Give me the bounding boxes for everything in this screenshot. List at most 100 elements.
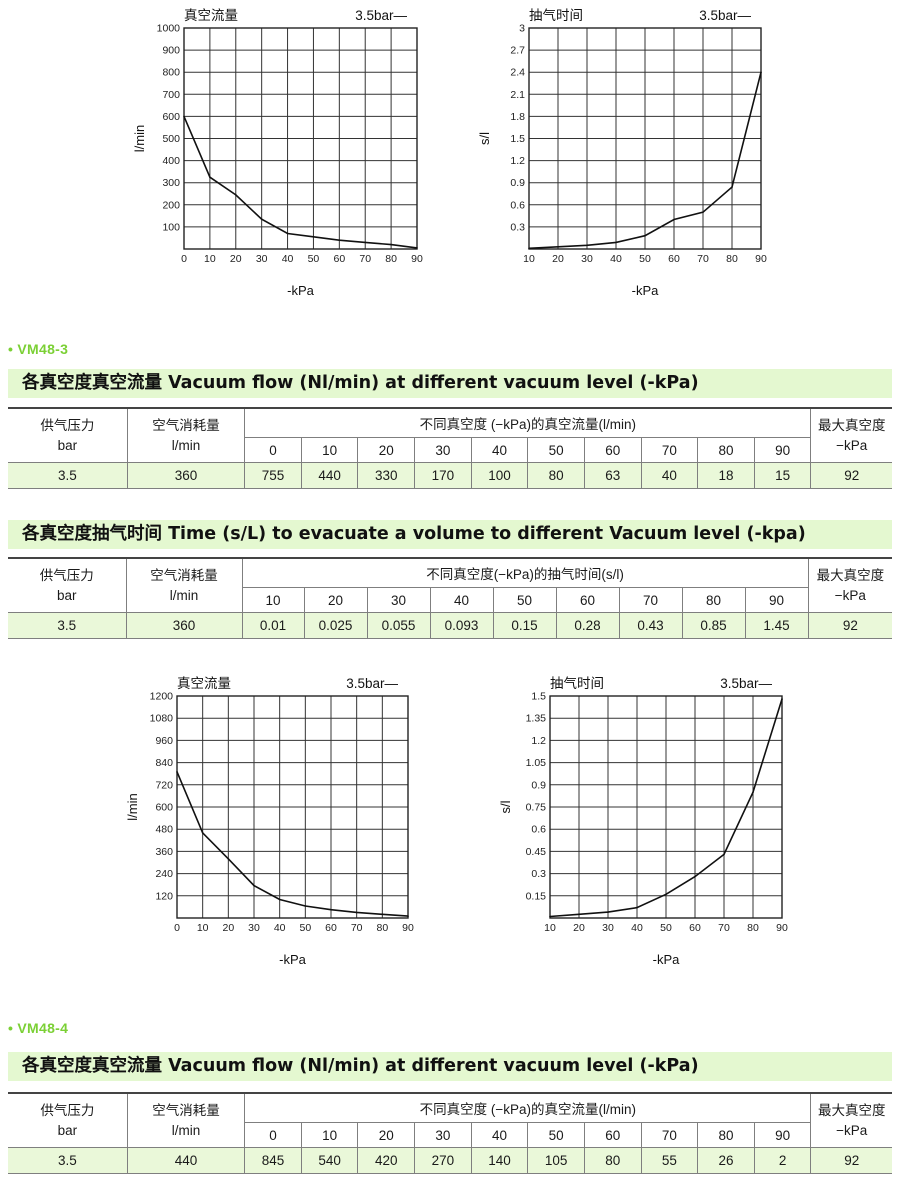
vacuum-level-col: 60 xyxy=(583,437,642,463)
y-tick-label: 500 xyxy=(162,133,180,145)
time-cell: 0.055 xyxy=(366,612,431,639)
flow-table-vm48-4: 供气压力 bar 空气消耗量 l/min 不同真空度 (−kPa)的真空流量(l… xyxy=(8,1092,892,1174)
x-tick-label: 30 xyxy=(256,253,268,265)
vacuum-level-col: 30 xyxy=(366,587,431,613)
x-axis-label: -kPa xyxy=(632,283,660,298)
series-line-3.5bar xyxy=(176,771,409,917)
y-tick-label: 1.05 xyxy=(526,757,547,769)
flow-cell: 845 xyxy=(244,1147,302,1174)
data-point xyxy=(209,176,211,178)
consumption-header-unit: l/min xyxy=(171,437,201,453)
chart-title: 真空流量 xyxy=(177,676,231,691)
max-vacuum-header: 最大真空度 −kPa xyxy=(807,557,893,613)
consumption-header-label: 空气消耗量 xyxy=(152,1102,220,1118)
flow-cell: 330 xyxy=(357,462,416,489)
y-tick-label: 240 xyxy=(155,868,173,880)
y-tick-label: 0.3 xyxy=(531,868,546,880)
vacuum-level-col: 70 xyxy=(618,587,683,613)
model-label-vm48-4: • VM48-4 xyxy=(8,1020,69,1036)
data-point xyxy=(381,913,384,916)
x-tick-label: 30 xyxy=(602,922,614,934)
flow-cell: 420 xyxy=(357,1147,416,1174)
y-tick-label: 0.9 xyxy=(510,177,525,189)
x-tick-label: 30 xyxy=(581,253,593,265)
vacuum-level-col: 90 xyxy=(753,1122,812,1148)
pressure-header-label: 供气压力 xyxy=(39,567,94,583)
flow-cell: 105 xyxy=(527,1147,585,1174)
x-tick-label: 70 xyxy=(359,253,371,265)
x-tick-label: 50 xyxy=(639,253,651,265)
vacuum-level-col: 20 xyxy=(357,1122,416,1148)
pressure-header-unit: bar xyxy=(56,587,77,603)
y-axis-label: s/l xyxy=(498,800,513,813)
consumption-header: 空气消耗量 l/min xyxy=(125,557,243,613)
vacuum-level-col: 20 xyxy=(357,437,416,463)
y-tick-label: 1.8 xyxy=(510,111,525,123)
y-tick-label: 200 xyxy=(162,199,180,211)
x-tick-label: 20 xyxy=(552,253,564,265)
y-tick-label: 700 xyxy=(162,89,180,101)
data-point xyxy=(286,232,289,235)
x-tick-label: 40 xyxy=(274,922,286,934)
time-cell: 0.093 xyxy=(429,612,494,639)
vacuum-level-col: 80 xyxy=(681,587,746,613)
y-tick-label: 0.9 xyxy=(531,779,546,791)
flow-chart-svg: 0 10 20 30 40 50 60 70 80 90 100 200 300 400 500 600 700… xyxy=(132,8,423,298)
flow-cell: 80 xyxy=(583,1147,642,1174)
x-tick-label: 90 xyxy=(755,253,767,265)
max-vacuum-header-unit: −kPa xyxy=(836,1122,868,1138)
pressure-header: 供气压力 bar xyxy=(8,557,127,613)
consumption-cell: 360 xyxy=(126,462,246,489)
flow-cell: 80 xyxy=(527,462,585,489)
x-tick-label: 80 xyxy=(385,253,397,265)
x-tick-label: 90 xyxy=(411,253,423,265)
flow-cell: 26 xyxy=(697,1147,755,1174)
y-tick-label: 0.6 xyxy=(510,199,525,211)
x-tick-label: 0 xyxy=(181,253,187,265)
y-tick-label: 3 xyxy=(519,23,525,35)
data-point xyxy=(330,908,332,911)
time-table-vm48-3: 供气压力 bar 空气消耗量 l/min 不同真空度(−kPa)的抽气时间(s/… xyxy=(8,557,893,639)
data-point xyxy=(752,791,754,793)
flow-cell: 440 xyxy=(300,462,359,489)
series-line-3.5bar xyxy=(183,116,418,249)
max-vacuum-header-label: 最大真空度 xyxy=(816,567,885,583)
flow-cell: 170 xyxy=(414,462,472,489)
vacuum-level-col: 40 xyxy=(429,587,494,613)
flow-table-vm48-3: 供气压力 bar 空气消耗量 l/min 不同真空度 (−kPa)的真空流量(l… xyxy=(8,407,892,489)
data-point xyxy=(702,211,704,213)
max-vacuum-header-unit: −kPa xyxy=(836,437,868,453)
x-tick-label: 10 xyxy=(204,253,216,265)
x-tick-label: 50 xyxy=(299,922,311,934)
pressure-header-label: 供气压力 xyxy=(40,417,95,433)
data-point xyxy=(665,893,667,896)
x-tick-label: 40 xyxy=(631,922,643,934)
vacuum-level-col: 60 xyxy=(555,587,620,613)
flow-cell: 55 xyxy=(640,1147,699,1174)
consumption-header: 空气消耗量 l/min xyxy=(126,1092,246,1148)
y-axis-label: s/l xyxy=(477,132,492,145)
pressure-header: 供气压力 bar xyxy=(8,1092,128,1148)
vacuum-level-col: 80 xyxy=(697,437,755,463)
x-tick-label: 10 xyxy=(523,253,535,265)
y-tick-label: 1.35 xyxy=(526,713,547,725)
plot-frame xyxy=(183,27,418,250)
data-point xyxy=(227,858,230,860)
vacuum-level-col: 70 xyxy=(640,1122,699,1148)
legend-label: 3.5bar— xyxy=(355,8,407,23)
vacuum-level-col: 10 xyxy=(241,587,305,613)
x-tick-label: 60 xyxy=(325,922,337,934)
x-tick-label: 10 xyxy=(544,922,556,934)
vacuum-level-col: 40 xyxy=(470,437,529,463)
x-tick-label: 40 xyxy=(282,253,294,265)
data-point xyxy=(549,915,551,918)
data-point xyxy=(304,905,307,907)
y-tick-label: 1000 xyxy=(157,23,181,35)
evacuation-chart-svg: 10 20 30 40 50 60 70 80 90 0.3 0.6 0.9 1.2 1.5 1.8 2.1 2… xyxy=(477,8,767,298)
pressure-cell: 3.5 xyxy=(8,1147,128,1174)
max-vacuum-header-unit: −kPa xyxy=(834,587,866,603)
vacuum-level-col: 50 xyxy=(527,437,585,463)
chart-title: 真空流量 xyxy=(184,8,238,23)
y-tick-label: 840 xyxy=(155,757,173,769)
y-tick-label: 0.6 xyxy=(531,824,546,836)
